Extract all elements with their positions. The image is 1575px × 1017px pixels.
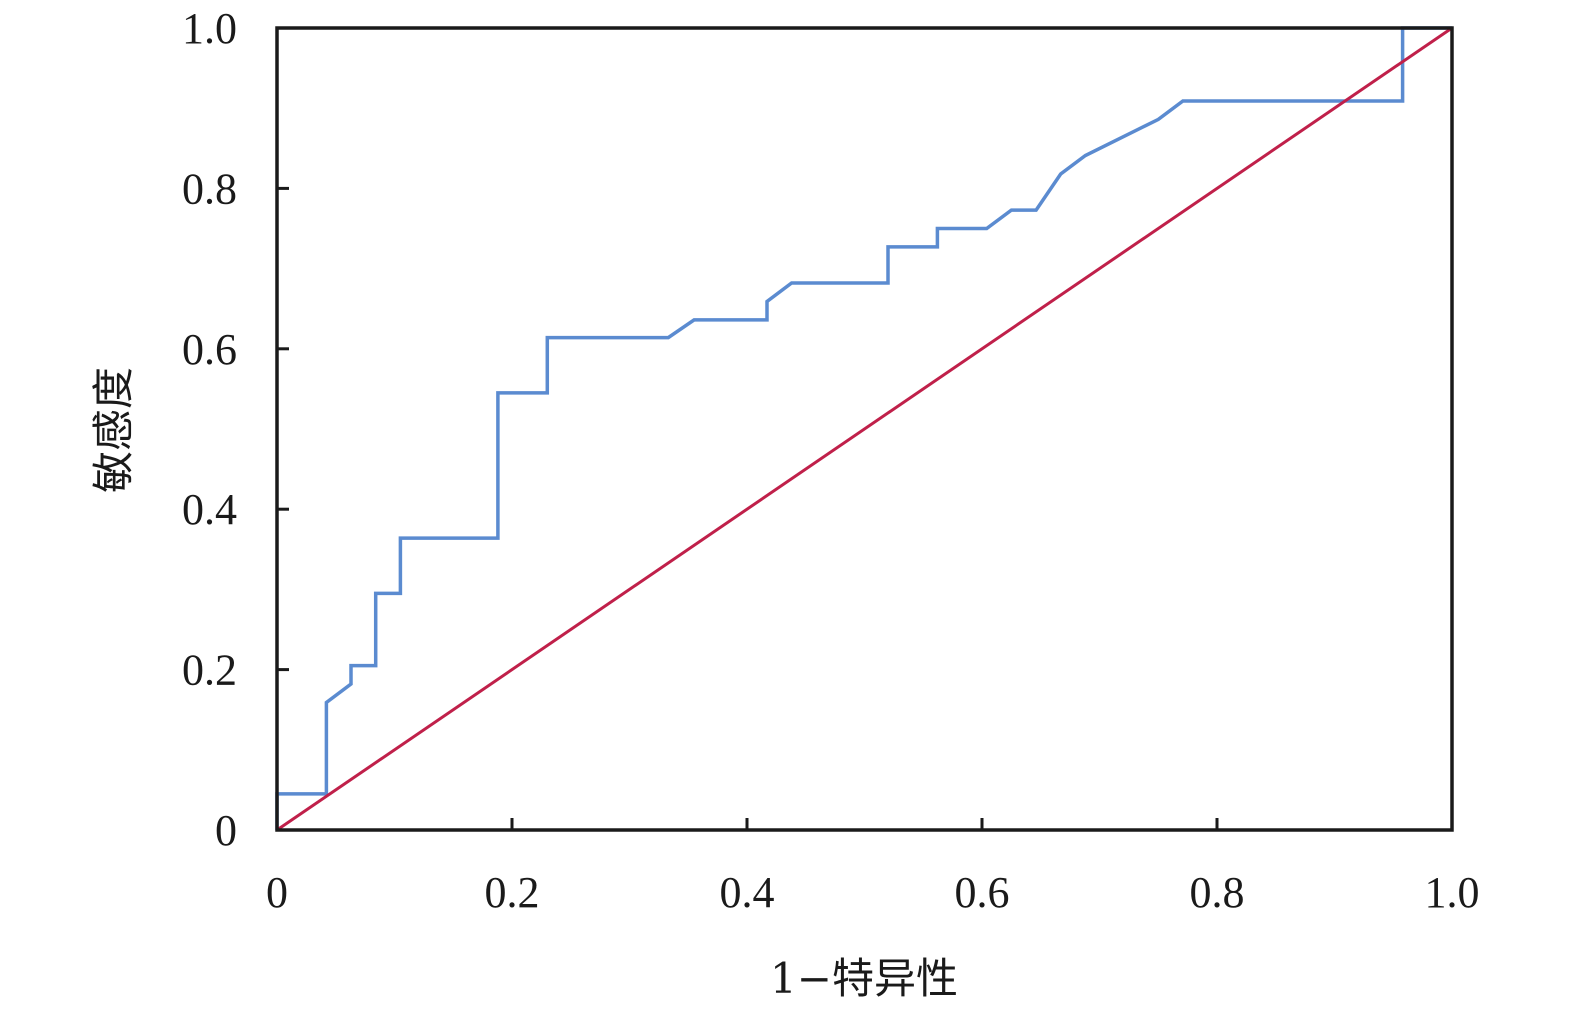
x-tick-label: 0.8	[1190, 868, 1245, 917]
x-tick-label: 0.2	[485, 868, 540, 917]
roc-curve-line	[275, 26, 1452, 830]
x-axis-title: 1−特异性	[770, 954, 958, 1003]
y-tick-label: 0.6	[182, 325, 237, 374]
y-axis-ticks: 0 0.2 0.4 0.6 0.8 1.0	[182, 4, 289, 855]
x-axis-ticks: 0 0.2 0.4 0.6 0.8 1.0	[266, 818, 1480, 917]
x-tick-label: 0.4	[720, 868, 775, 917]
y-axis-title: 敏感度	[89, 367, 138, 493]
y-tick-label: 1.0	[182, 4, 237, 53]
y-tick-label: 0.4	[182, 485, 237, 534]
y-tick-label: 0.2	[182, 646, 237, 695]
plot-frame	[275, 26, 1454, 832]
series-layer	[275, 26, 1453, 832]
y-tick-label: 0.8	[182, 164, 237, 213]
x-tick-label: 0.6	[955, 868, 1010, 917]
x-tick-label: 0	[266, 868, 288, 917]
reference-diagonal-line	[276, 26, 1453, 832]
x-tick-label: 1.0	[1425, 868, 1480, 917]
y-tick-label: 0	[215, 806, 237, 855]
